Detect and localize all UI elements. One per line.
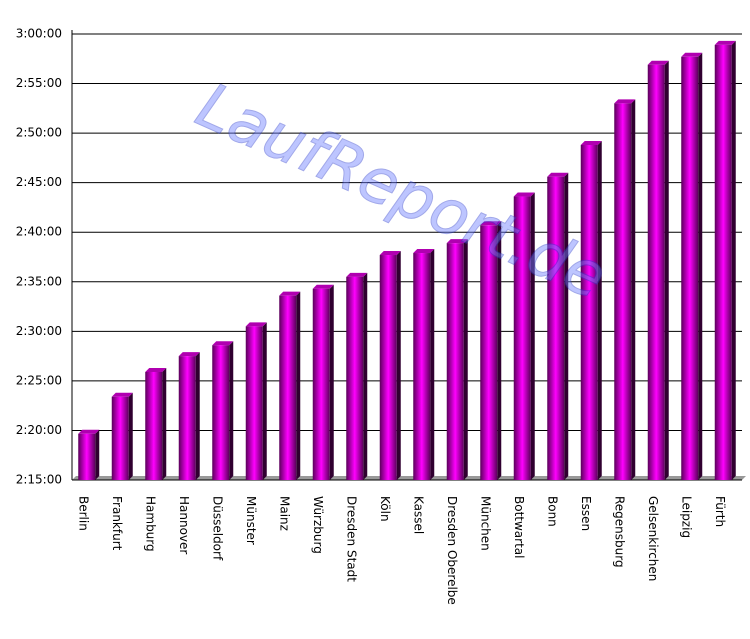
bar bbox=[212, 345, 230, 480]
bar-top bbox=[346, 272, 368, 277]
x-tick-label: Dresden Oberelbe bbox=[445, 496, 459, 605]
bar bbox=[178, 356, 196, 480]
bar bbox=[379, 255, 397, 480]
x-tick-label: Berlin bbox=[76, 496, 90, 531]
bar-top bbox=[647, 60, 669, 65]
bar bbox=[145, 371, 163, 480]
y-tick-label: 2:50:00 bbox=[16, 126, 62, 140]
bar bbox=[513, 196, 531, 480]
bar-top bbox=[312, 284, 334, 289]
bar-top bbox=[480, 221, 502, 226]
bar-top bbox=[178, 352, 200, 357]
bar-side bbox=[363, 272, 368, 480]
bar bbox=[245, 326, 263, 480]
x-tick-label: Leipzig bbox=[679, 496, 693, 538]
bar-side bbox=[396, 251, 401, 480]
bar-top bbox=[111, 392, 133, 397]
bar-side bbox=[262, 322, 267, 480]
bar bbox=[614, 103, 632, 480]
bar-top bbox=[681, 52, 703, 57]
x-tick-label: Düsseldorf bbox=[210, 496, 224, 561]
x-tick-label: Kassel bbox=[411, 496, 425, 534]
bar bbox=[547, 176, 565, 480]
y-tick-label: 2:20:00 bbox=[16, 423, 62, 437]
x-tick-label: Hannover bbox=[177, 496, 191, 554]
y-tick-label: 2:30:00 bbox=[16, 324, 62, 338]
bar-top bbox=[513, 192, 535, 197]
bar-top bbox=[379, 251, 401, 256]
bar bbox=[681, 56, 699, 480]
bar-top bbox=[580, 141, 602, 146]
bar-side bbox=[329, 284, 334, 480]
bar-top bbox=[245, 322, 267, 327]
x-tick-label: Hamburg bbox=[143, 496, 157, 552]
bar bbox=[413, 253, 431, 480]
bar-side bbox=[564, 172, 569, 480]
bar-side bbox=[698, 52, 703, 480]
bar bbox=[647, 64, 665, 481]
bar-side bbox=[128, 392, 133, 480]
x-tick-label: Bonn bbox=[545, 496, 559, 527]
bar-top bbox=[145, 367, 167, 372]
bar-side bbox=[463, 239, 468, 480]
y-tick-label: 3:00:00 bbox=[16, 27, 62, 41]
bar-top bbox=[413, 249, 435, 254]
bar-side bbox=[664, 60, 669, 480]
y-tick-label: 2:15:00 bbox=[16, 473, 62, 487]
x-tick-label: Gelsenkirchen bbox=[646, 496, 660, 581]
x-tick-label: Dresden Stadt bbox=[344, 496, 358, 582]
bar bbox=[312, 288, 330, 480]
y-tick-label: 2:40:00 bbox=[16, 225, 62, 239]
bar-side bbox=[430, 249, 435, 480]
floor bbox=[72, 476, 746, 480]
bar-side bbox=[162, 367, 167, 480]
bar-top bbox=[212, 341, 234, 346]
x-tick-label: Frankfurt bbox=[110, 496, 124, 551]
bar-side bbox=[597, 141, 602, 480]
bar-top bbox=[78, 429, 100, 434]
bar-side bbox=[95, 429, 100, 480]
bar-top bbox=[714, 40, 736, 45]
bar-side bbox=[631, 99, 636, 480]
bar bbox=[111, 396, 129, 480]
x-tick-label: Mainz bbox=[277, 496, 291, 531]
bar bbox=[580, 145, 598, 480]
y-tick-label: 2:55:00 bbox=[16, 76, 62, 90]
y-tick-label: 2:35:00 bbox=[16, 274, 62, 288]
bar-side bbox=[229, 341, 234, 480]
bar-side bbox=[731, 40, 736, 480]
x-tick-label: Essen bbox=[579, 496, 593, 531]
bar bbox=[346, 276, 364, 480]
bar-side bbox=[530, 192, 535, 480]
bar-side bbox=[195, 352, 200, 480]
x-tick-label: Regensburg bbox=[612, 496, 626, 568]
bar-top bbox=[446, 239, 468, 244]
x-tick-label: Bottwartal bbox=[512, 496, 526, 558]
x-tick-label: Köln bbox=[378, 496, 392, 522]
bar-top bbox=[614, 99, 636, 104]
x-tick-label: Münster bbox=[244, 496, 258, 545]
bar bbox=[446, 243, 464, 480]
x-tick-label: Würzburg bbox=[311, 496, 325, 554]
bar bbox=[714, 44, 732, 480]
bar bbox=[480, 225, 498, 480]
y-tick-label: 2:25:00 bbox=[16, 373, 62, 387]
x-tick-label: Fürth bbox=[713, 496, 727, 527]
bar-top bbox=[547, 172, 569, 177]
bar bbox=[78, 433, 96, 480]
bar bbox=[279, 295, 297, 480]
x-tick-label: München bbox=[478, 496, 492, 551]
bar-top bbox=[279, 291, 301, 296]
bar-side bbox=[497, 221, 502, 481]
bar-side bbox=[296, 291, 301, 480]
y-tick-label: 2:45:00 bbox=[16, 175, 62, 189]
